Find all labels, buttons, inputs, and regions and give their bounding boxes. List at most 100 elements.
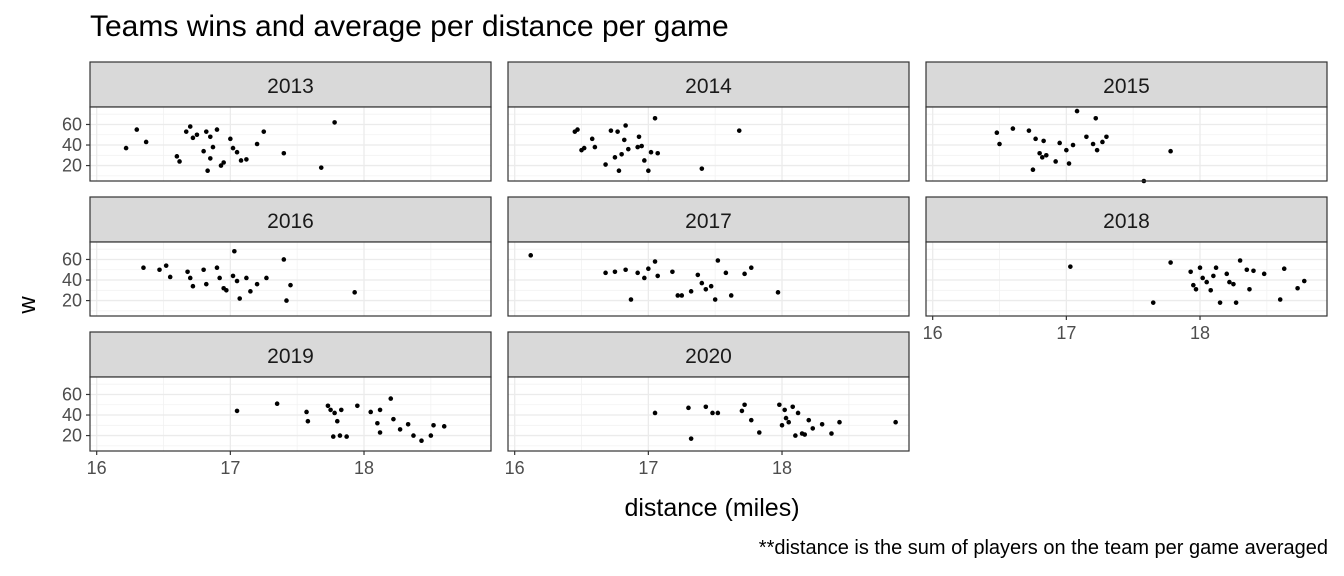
data-point [1301,278,1307,284]
data-point [1066,161,1072,166]
data-point [1197,265,1203,270]
data-point [214,265,220,270]
data-point [228,136,233,142]
data-point [281,150,287,156]
facet-strip [89,196,492,243]
y-tick-label: 60 [62,114,82,134]
chart-title: Teams wins and average per distance per … [90,10,729,43]
data-point [218,163,224,168]
data-point [224,288,229,293]
data-point [332,410,337,416]
panel-border [507,241,910,317]
data-point [655,150,661,156]
data-point [635,270,640,276]
data-point [244,157,249,162]
data-point [688,436,694,441]
facet-strip [925,61,1328,108]
data-point [1039,155,1045,160]
data-point [338,407,344,413]
data-point [318,165,324,170]
data-point [715,410,721,416]
data-point [332,120,337,125]
data-point [636,134,642,140]
y-tick-label: 20 [62,426,82,446]
data-point [1193,286,1199,292]
data-point [1037,150,1042,156]
data-point [174,154,180,159]
data-point [581,145,587,151]
data-point [739,408,745,414]
panel-background [90,242,491,316]
data-point [635,144,640,150]
data-point [786,419,791,425]
data-point [616,168,622,174]
data-point [1064,147,1069,153]
data-point [1168,148,1173,154]
data-point [203,129,209,134]
data-point [715,258,721,263]
data-point [675,293,681,298]
data-point [1044,153,1049,158]
y-tick-label: 20 [62,291,82,311]
data-point [1093,116,1099,121]
data-point [185,269,190,275]
x-tick-label: 18 [772,458,792,478]
data-point [355,403,360,409]
data-point [1074,108,1080,114]
data-point [670,269,675,275]
x-tick-label: 18 [354,458,374,478]
data-point [328,407,333,413]
x-tick-label: 16 [87,458,107,478]
data-point [1247,286,1252,292]
data-point [208,134,213,140]
data-point [679,293,685,298]
data-point [190,135,196,141]
data-point [688,289,694,294]
data-point [997,141,1002,147]
data-point [708,283,714,289]
data-point [441,424,447,429]
data-point [284,298,289,303]
data-point [646,266,651,272]
y-tick-label: 60 [62,249,82,269]
data-point [703,286,709,292]
data-point [695,272,701,278]
facet-strip [925,196,1328,243]
data-point [134,127,140,132]
data-point [274,401,280,407]
data-point [281,257,287,262]
data-point [748,417,754,423]
data-point [1244,267,1250,273]
y-axis-label: w [14,296,41,314]
data-point [615,129,620,134]
x-tick-label: 16 [505,458,525,478]
data-point [619,151,624,157]
data-point [214,127,220,132]
data-point [829,431,834,436]
data-point [621,137,627,143]
data-point [1010,126,1016,131]
panel-background [90,107,491,181]
data-point [1200,275,1205,281]
facet-label: 2013 [267,75,314,98]
facet-strip [89,61,492,108]
data-point [1281,266,1287,272]
data-point [756,430,762,435]
data-point [1068,264,1073,269]
data-point [837,419,842,425]
data-point [893,419,898,425]
data-point [628,297,634,302]
data-point [234,408,240,414]
data-point [344,434,349,439]
data-point [411,433,416,438]
data-point [1231,281,1236,287]
data-point [1104,134,1109,140]
data-point [203,281,209,287]
data-point [1227,279,1232,285]
data-point [1033,136,1038,142]
data-point [183,129,189,134]
data-point [1217,300,1223,305]
facet-label: 2015 [1103,75,1150,98]
data-point [221,160,226,165]
